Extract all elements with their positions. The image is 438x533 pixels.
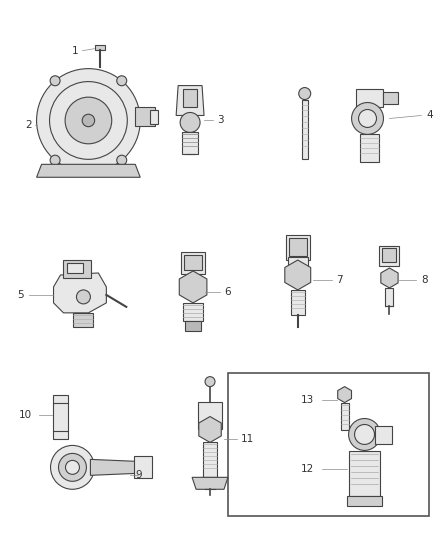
Circle shape bbox=[66, 461, 79, 474]
Circle shape bbox=[352, 102, 384, 134]
Bar bbox=[360, 134, 379, 163]
Bar bbox=[134, 456, 152, 478]
Circle shape bbox=[59, 454, 86, 481]
Bar bbox=[341, 402, 349, 431]
Circle shape bbox=[359, 109, 377, 127]
Bar bbox=[228, 373, 428, 516]
Circle shape bbox=[117, 155, 127, 165]
Bar bbox=[379, 246, 399, 266]
Circle shape bbox=[65, 97, 112, 144]
Text: 10: 10 bbox=[19, 409, 32, 419]
Circle shape bbox=[349, 418, 381, 450]
Polygon shape bbox=[90, 459, 137, 475]
Polygon shape bbox=[37, 164, 140, 177]
Bar bbox=[181, 252, 205, 274]
Text: 6: 6 bbox=[225, 287, 231, 297]
Bar bbox=[95, 45, 106, 50]
Bar bbox=[67, 263, 83, 273]
Bar bbox=[374, 426, 392, 445]
Bar bbox=[302, 100, 308, 159]
Text: 11: 11 bbox=[241, 434, 254, 445]
Circle shape bbox=[50, 155, 60, 165]
Polygon shape bbox=[53, 273, 106, 313]
Bar bbox=[356, 88, 384, 107]
Circle shape bbox=[117, 76, 127, 86]
Bar bbox=[64, 260, 92, 278]
Bar bbox=[183, 303, 203, 321]
Text: 2: 2 bbox=[25, 120, 32, 131]
Circle shape bbox=[37, 69, 140, 172]
Text: 1: 1 bbox=[72, 46, 79, 55]
Circle shape bbox=[50, 76, 60, 86]
Bar bbox=[185, 321, 201, 331]
Polygon shape bbox=[338, 386, 352, 402]
Bar bbox=[74, 313, 93, 327]
Bar bbox=[184, 255, 202, 270]
Bar bbox=[288, 257, 308, 267]
Polygon shape bbox=[192, 478, 228, 489]
Bar bbox=[182, 132, 198, 155]
Text: 12: 12 bbox=[301, 464, 314, 474]
Text: 4: 4 bbox=[426, 110, 433, 120]
Bar bbox=[183, 88, 197, 107]
Bar bbox=[346, 496, 382, 506]
Circle shape bbox=[50, 446, 95, 489]
Bar bbox=[203, 442, 217, 478]
Bar bbox=[150, 110, 158, 124]
Circle shape bbox=[205, 377, 215, 386]
Bar bbox=[382, 248, 396, 262]
Bar bbox=[53, 394, 68, 439]
Bar bbox=[291, 290, 305, 315]
Bar bbox=[198, 401, 222, 430]
Bar bbox=[349, 451, 381, 496]
Circle shape bbox=[355, 424, 374, 445]
Bar bbox=[384, 92, 399, 103]
Bar bbox=[289, 238, 307, 256]
Bar bbox=[385, 288, 393, 306]
Polygon shape bbox=[179, 271, 207, 303]
Polygon shape bbox=[381, 268, 398, 288]
Text: 7: 7 bbox=[336, 275, 343, 285]
Bar bbox=[135, 107, 155, 126]
Text: 9: 9 bbox=[135, 470, 141, 480]
Text: 5: 5 bbox=[18, 290, 24, 300]
Circle shape bbox=[77, 290, 90, 304]
Polygon shape bbox=[199, 416, 221, 442]
Circle shape bbox=[299, 87, 311, 100]
Text: 13: 13 bbox=[301, 394, 314, 405]
Circle shape bbox=[180, 112, 200, 132]
Polygon shape bbox=[176, 86, 204, 116]
Text: 3: 3 bbox=[217, 116, 223, 125]
Bar bbox=[286, 235, 310, 260]
Polygon shape bbox=[285, 260, 311, 290]
Text: 8: 8 bbox=[421, 275, 427, 285]
Circle shape bbox=[82, 114, 95, 127]
